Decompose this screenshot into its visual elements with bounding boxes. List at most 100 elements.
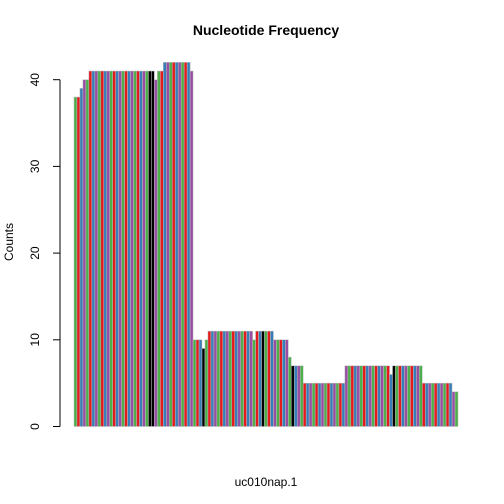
bar [419, 365, 423, 427]
bar [374, 365, 378, 427]
bar [341, 382, 346, 427]
bar [174, 62, 179, 427]
bar [439, 382, 444, 427]
bar [219, 330, 224, 427]
bar [231, 330, 236, 427]
y-tick-label: 10 [28, 333, 42, 347]
bar [124, 70, 128, 427]
bar [445, 382, 450, 427]
bar [177, 62, 182, 427]
bar [171, 62, 176, 427]
bar [255, 330, 259, 427]
bar [79, 88, 84, 427]
bar [166, 62, 170, 427]
bar [183, 62, 188, 427]
bar [442, 382, 447, 427]
bar [100, 70, 105, 427]
bar [264, 330, 268, 427]
bar [436, 382, 441, 427]
bar [127, 70, 131, 427]
bar [305, 382, 310, 427]
bar [142, 70, 146, 427]
bar [94, 70, 99, 427]
bar [395, 365, 399, 427]
bar [118, 70, 122, 427]
y-tick-label: 40 [28, 73, 42, 87]
bar [422, 382, 426, 427]
bar [189, 70, 194, 427]
bar [329, 382, 334, 427]
chart-title: Nucleotide Frequency [193, 22, 339, 38]
bar [198, 339, 203, 427]
bar [258, 330, 262, 427]
bar [213, 330, 218, 427]
bar [201, 348, 206, 427]
bar [365, 365, 369, 427]
bar [237, 330, 241, 427]
bar [148, 70, 152, 427]
bar [350, 365, 355, 427]
bar [136, 70, 140, 427]
bar [413, 365, 417, 427]
bar [356, 365, 361, 427]
bar [246, 330, 250, 427]
bar [160, 70, 164, 427]
bar [207, 330, 212, 427]
bar [234, 330, 238, 427]
bar [291, 365, 295, 427]
bar [297, 365, 301, 427]
bar [282, 339, 286, 427]
bar [130, 70, 134, 427]
bar [267, 330, 271, 427]
bar [308, 382, 313, 427]
bar [335, 382, 340, 427]
bar [186, 62, 191, 427]
bar [362, 365, 366, 427]
bar [169, 62, 173, 427]
bar [112, 70, 116, 427]
bar [407, 365, 411, 427]
bar [425, 382, 429, 427]
bar [85, 79, 90, 427]
bar [115, 70, 119, 427]
bar [323, 382, 328, 427]
bar [326, 382, 331, 427]
bar [311, 382, 316, 427]
bar [448, 382, 453, 427]
bar [410, 365, 414, 427]
bar [106, 70, 110, 427]
bar [216, 330, 221, 427]
bar [270, 330, 274, 427]
bar [320, 382, 325, 427]
bar [240, 330, 244, 427]
bar [222, 330, 227, 427]
bar [454, 391, 459, 427]
bar [383, 365, 387, 427]
bar [157, 70, 161, 427]
bar [299, 365, 304, 427]
bar [109, 70, 113, 427]
bar [392, 365, 396, 427]
bar [273, 339, 277, 427]
bar [91, 70, 96, 427]
bar [195, 339, 200, 427]
bar [433, 382, 438, 427]
bar [73, 96, 78, 427]
y-axis: 0 10 20 30 40 [28, 73, 61, 430]
bar [225, 330, 230, 427]
bar [371, 365, 375, 427]
bar [377, 365, 381, 427]
bar [294, 365, 298, 427]
bar [133, 70, 137, 427]
x-axis-label: uc010nap.1 [235, 475, 298, 489]
bar [401, 365, 405, 427]
bar [353, 365, 358, 427]
bar [344, 365, 349, 427]
y-tick-label: 30 [28, 159, 42, 173]
bar [302, 382, 307, 427]
bar [276, 339, 280, 427]
bar [380, 365, 384, 427]
bar [317, 382, 322, 427]
bar [192, 339, 197, 427]
bar [121, 70, 125, 427]
